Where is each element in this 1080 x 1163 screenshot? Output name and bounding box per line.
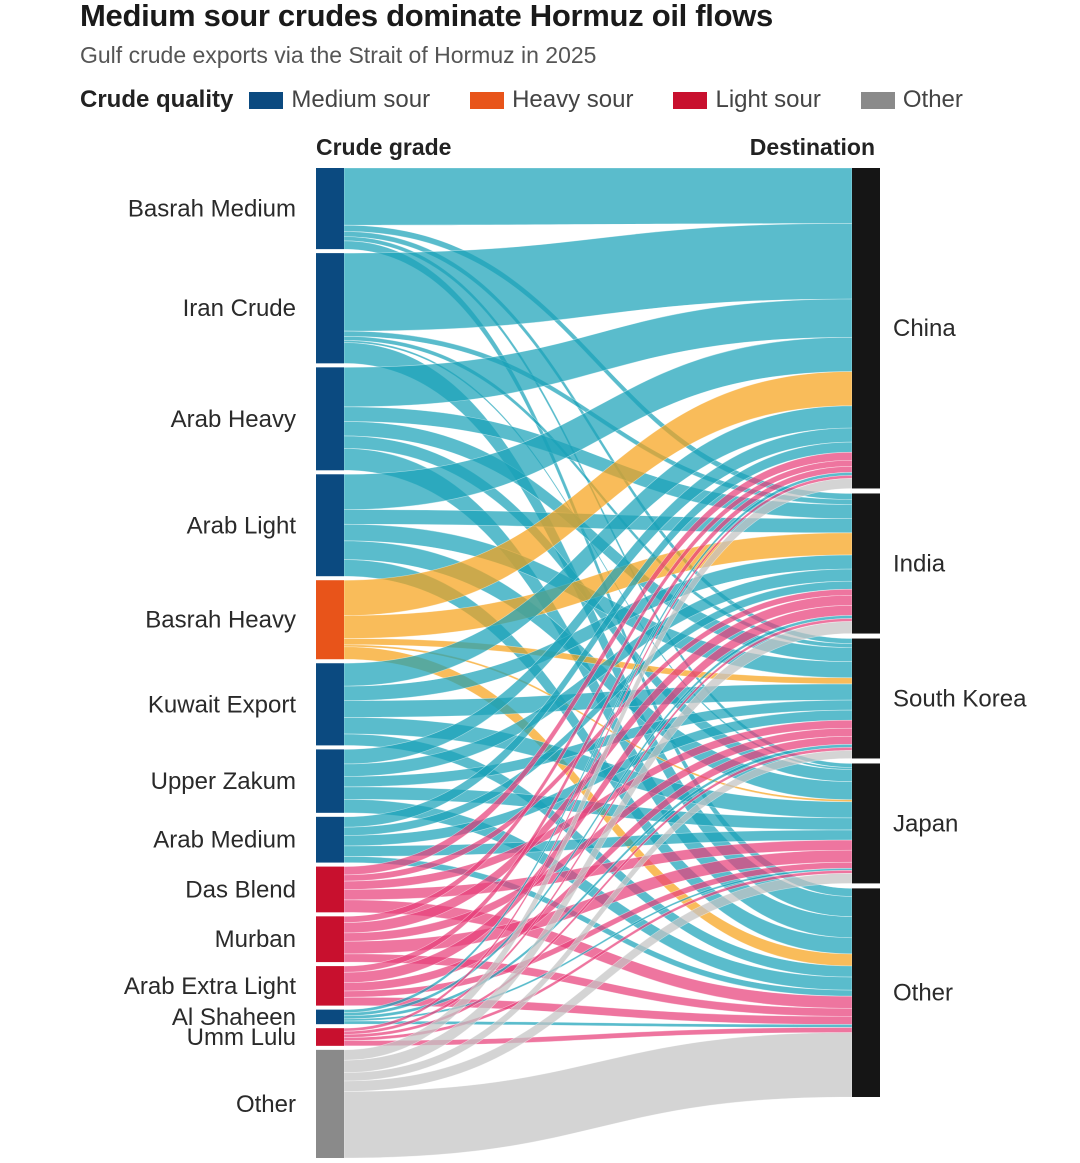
source-node-arab-light bbox=[316, 474, 344, 577]
source-node-iran-crude bbox=[316, 253, 344, 364]
legend-label-light-sour: Light sour bbox=[715, 86, 821, 113]
source-node-upper-zakum bbox=[316, 749, 344, 813]
flow-basrah-medium-to-china bbox=[343, 167, 853, 226]
legend-label-heavy-sour: Heavy sour bbox=[512, 86, 634, 113]
source-node-das-blend bbox=[316, 866, 344, 913]
label-layer: Basrah Medium Iran Crude Arab Heavy Arab Li… bbox=[124, 196, 1027, 1118]
source-label-arab-medium: Arab Medium bbox=[153, 827, 296, 854]
legend-label-medium-sour: Medium sour bbox=[291, 86, 431, 113]
destination-node-south-korea bbox=[852, 638, 880, 759]
legend-swatch-heavy-sour bbox=[470, 91, 505, 109]
source-label-arab-heavy: Arab Heavy bbox=[171, 406, 296, 433]
legend-swatch-medium-sour bbox=[249, 91, 284, 109]
legend-swatch-light-sour bbox=[673, 91, 708, 109]
flow-other-to-india bbox=[343, 621, 853, 1074]
source-node-al-shaheen bbox=[316, 1009, 344, 1025]
flow-layer bbox=[343, 167, 853, 1159]
source-label-arab-light: Arab Light bbox=[187, 512, 297, 539]
source-node-arab-heavy bbox=[316, 367, 344, 471]
legend-item-other: Other bbox=[860, 86, 963, 114]
legend-item-medium-sour: Medium sour bbox=[249, 86, 430, 114]
legend-title: Crude quality bbox=[80, 86, 234, 113]
source-label-arab-extra-light: Arab Extra Light bbox=[124, 973, 296, 1000]
legend: Crude quality Medium sour Heavy sour Lig… bbox=[80, 84, 963, 116]
source-node-umm-lulu bbox=[316, 1028, 344, 1046]
source-label-al-shaheen: Al Shaheen bbox=[172, 1004, 296, 1031]
chart-title: Medium sour crudes dominate Hormuz oil f… bbox=[80, 0, 773, 33]
destination-label-other: Other bbox=[893, 980, 953, 1007]
destination-label-china: China bbox=[893, 315, 956, 342]
source-node-other bbox=[316, 1049, 344, 1158]
destination-label-south-korea: South Korea bbox=[893, 686, 1027, 713]
destination-node-china bbox=[852, 168, 880, 489]
source-label-other: Other bbox=[236, 1091, 296, 1118]
source-node-arab-medium bbox=[316, 816, 344, 863]
source-label-iran-crude: Iran Crude bbox=[183, 295, 296, 322]
source-node-kuwait-export bbox=[316, 663, 344, 746]
source-label-umm-lulu: Umm Lulu bbox=[187, 1024, 296, 1051]
destination-node-other bbox=[852, 888, 880, 1097]
legend-swatch-other bbox=[860, 91, 895, 109]
source-label-das-blend: Das Blend bbox=[185, 876, 296, 903]
source-node-basrah-medium bbox=[316, 168, 344, 250]
source-label-basrah-heavy: Basrah Heavy bbox=[145, 607, 296, 634]
legend-item-light-sour: Light sour bbox=[673, 86, 821, 114]
node-layer bbox=[316, 168, 880, 1158]
chart-subtitle: Gulf crude exports via the Strait of Hor… bbox=[80, 42, 597, 68]
destination-node-india bbox=[852, 493, 880, 634]
flow-other-to-japan bbox=[343, 873, 853, 1092]
source-node-murban bbox=[316, 916, 344, 963]
source-node-arab-extra-light bbox=[316, 966, 344, 1006]
source-label-kuwait-export: Kuwait Export bbox=[148, 691, 296, 718]
destination-label-japan: Japan bbox=[893, 810, 958, 837]
destination-label-india: India bbox=[893, 551, 946, 578]
source-label-basrah-medium: Basrah Medium bbox=[128, 196, 296, 223]
source-label-upper-zakum: Upper Zakum bbox=[151, 768, 296, 795]
source-node-basrah-heavy bbox=[316, 580, 344, 660]
right-column-header: Destination bbox=[750, 134, 875, 160]
legend-label-other: Other bbox=[902, 86, 963, 113]
destination-node-japan bbox=[852, 763, 880, 884]
legend-item-heavy-sour: Heavy sour bbox=[470, 86, 633, 114]
source-label-murban: Murban bbox=[215, 926, 296, 953]
left-column-header: Crude grade bbox=[316, 134, 451, 160]
flow-other-to-china bbox=[343, 478, 853, 1061]
